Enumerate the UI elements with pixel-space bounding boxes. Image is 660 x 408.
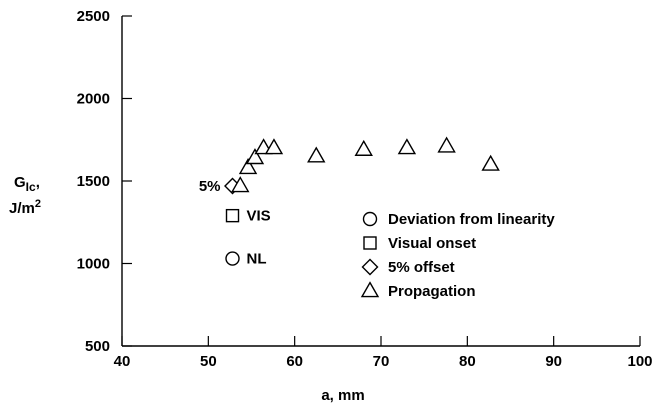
y-tick-label-1500: 1500 (77, 173, 110, 190)
legend-label-square: Visual onset (388, 235, 476, 252)
legend-marker-diamond (361, 258, 379, 276)
y-tick-label-500: 500 (85, 338, 110, 355)
x-tick-label-70: 70 (373, 353, 390, 370)
y-axis-title-unit: J/m (9, 200, 35, 217)
triangle-point-6 (307, 146, 326, 163)
annotation-5: 5% (199, 178, 221, 195)
y-tick-label-2000: 2000 (77, 91, 110, 108)
x-tick-label-50: 50 (200, 353, 217, 370)
series-square (225, 208, 240, 223)
y-axis-title-line2: J/m2 (9, 198, 41, 217)
y-axis-title-line1: GIc, (14, 174, 40, 194)
x-tick-label-60: 60 (286, 353, 303, 370)
y-axis-title-sup: 2 (35, 198, 41, 210)
legend-marker-triangle (360, 281, 380, 298)
tick-labels: 40 50 60 70 80 90 100 500 1000 1500 2000 2500 (77, 8, 653, 370)
y-axis-title-comma: , (36, 174, 40, 191)
legend-item-square: Visual onset (363, 235, 476, 252)
annotations: 5% VIS NL (199, 178, 271, 268)
data-points (224, 136, 500, 266)
triangle-point-5 (264, 138, 284, 155)
y-axis-title-sub: Ic (26, 180, 36, 194)
series-triangle (231, 136, 500, 193)
legend-label-circle: Deviation from linearity (388, 211, 555, 228)
y-tick-label-2500: 2500 (77, 8, 110, 25)
triangle-point-10 (481, 154, 500, 171)
legend-item-triangle: Propagation (360, 281, 476, 300)
square-point-1 (225, 208, 240, 223)
legend-item-circle: Deviation from linearity (362, 211, 555, 228)
legend-marker-square (363, 236, 377, 250)
triangle-point-9 (437, 136, 456, 153)
annotation-vis: VIS (247, 208, 271, 225)
x-tick-label-40: 40 (114, 353, 131, 370)
legend: Deviation from linearity Visual onset 5% o… (360, 211, 555, 300)
x-axis-title: a, mm (321, 387, 364, 404)
legend-label-triangle: Propagation (388, 283, 476, 300)
x-tick-label-100: 100 (627, 353, 652, 370)
ticks (121, 15, 641, 347)
triangle-point-8 (397, 138, 417, 155)
legend-item-diamond: 5% offset (361, 258, 455, 276)
y-axis-title-g: G (14, 174, 26, 191)
annotation-nl: NL (247, 251, 267, 268)
triangle-point-1 (231, 176, 250, 193)
triangle-point-2 (238, 157, 258, 175)
triangle-point-3 (245, 148, 265, 165)
triangle-point-7 (354, 139, 373, 156)
circle-point-1 (225, 251, 240, 266)
legend-label-diamond: 5% offset (388, 259, 455, 276)
x-tick-label-80: 80 (459, 353, 476, 370)
legend-marker-circle (362, 211, 378, 227)
series-circle (225, 251, 240, 266)
x-tick-label-90: 90 (545, 353, 562, 370)
y-tick-label-1000: 1000 (77, 256, 110, 273)
